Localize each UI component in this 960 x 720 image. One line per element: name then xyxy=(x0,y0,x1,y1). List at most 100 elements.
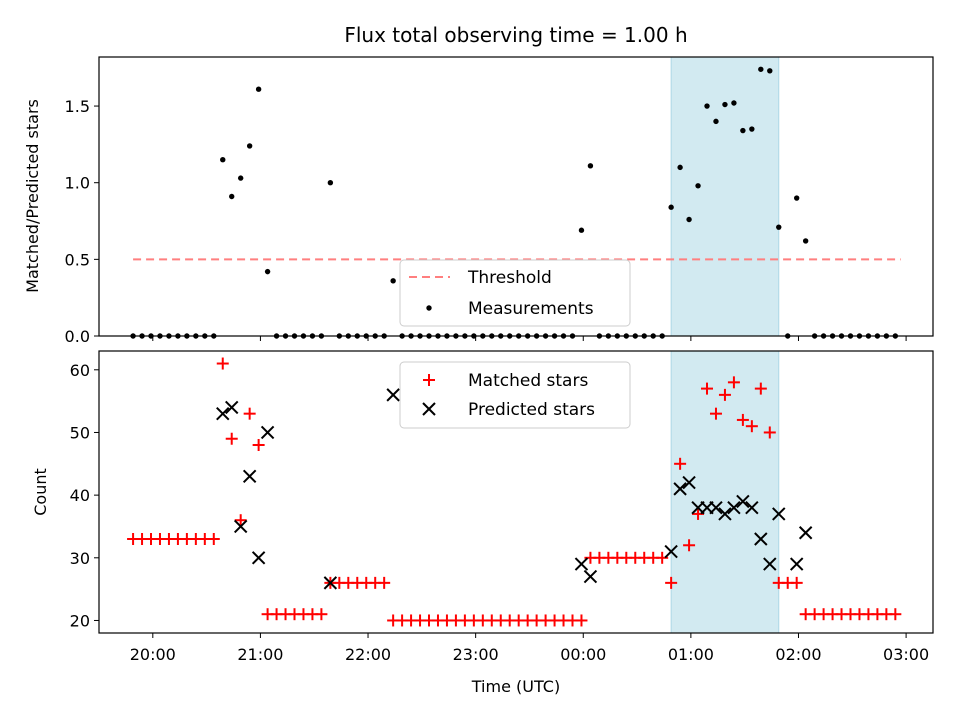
measurement-point xyxy=(749,126,755,132)
measurement-point xyxy=(327,180,334,186)
legend-measurements-swatch xyxy=(426,305,432,311)
top-legend-box xyxy=(399,259,631,327)
top-highlight-span xyxy=(670,56,780,337)
top-y-tick-label: 0.5 xyxy=(65,250,90,269)
legend-predicted-swatch xyxy=(422,402,436,416)
predicted-star-point xyxy=(233,519,248,534)
matched-star-point xyxy=(665,576,678,589)
x-tick-label: 02:00 xyxy=(775,645,821,664)
bottom-y-tick-label: 30 xyxy=(70,549,90,568)
matched-star-point xyxy=(763,426,776,439)
matched-star-point xyxy=(216,357,229,370)
matched-star-point xyxy=(736,413,749,426)
matched-star-point xyxy=(718,388,731,401)
top-y-axis-label: Matched/Predicted stars xyxy=(23,99,42,293)
legend-measurements-label: Measurements xyxy=(468,299,594,319)
predicted-star-point xyxy=(745,500,759,515)
predicted-star-point xyxy=(216,406,230,421)
bottom-y-tick-label: 20 xyxy=(70,611,90,630)
top-y-tick-label: 0.0 xyxy=(65,327,90,346)
matched-star-point xyxy=(234,514,247,527)
measurement-point xyxy=(767,68,773,74)
top-legend: Threshold Measurements xyxy=(399,259,631,327)
measurement-point xyxy=(695,183,701,189)
x-tick-label: 22:00 xyxy=(345,645,391,664)
bottom-y-axis-label: Count xyxy=(31,468,50,516)
predicted-star-point xyxy=(225,400,239,415)
legend-threshold-label: Threshold xyxy=(467,268,552,288)
chart-title: Flux total observing time = 1.00 h xyxy=(344,23,687,47)
measurement-point xyxy=(578,227,585,233)
predicted-star-point xyxy=(664,544,678,559)
measurement-point xyxy=(220,157,226,163)
predicted-star-point xyxy=(718,507,732,521)
matched-star-point xyxy=(674,457,687,470)
measurement-point xyxy=(255,86,262,92)
predicted-star-point xyxy=(251,551,266,565)
predicted-star-point xyxy=(754,532,768,546)
bottom-legend-box xyxy=(399,361,631,429)
measurement-point xyxy=(802,238,809,244)
predicted-star-point xyxy=(727,500,741,515)
x-tick-label: 21:00 xyxy=(237,645,283,664)
bottom-y-tick-label: 60 xyxy=(70,361,90,380)
predicted-star-point xyxy=(386,388,400,402)
x-tick-label: 00:00 xyxy=(560,645,606,664)
predicted-star-point xyxy=(798,526,813,540)
legend-predicted-label: Predicted stars xyxy=(468,400,595,420)
matched-star-point xyxy=(701,382,714,395)
predicted-star-point xyxy=(682,475,696,490)
measurement-point xyxy=(237,175,244,181)
predicted-star-point xyxy=(242,469,257,484)
predicted-star-point xyxy=(673,482,687,496)
legend-matched-swatch xyxy=(423,374,435,386)
measurement-point xyxy=(686,216,692,223)
bottom-legend: Matched stars Predicted stars xyxy=(399,361,631,429)
bottom-y-tick-label: 40 xyxy=(70,486,90,505)
measurement-point xyxy=(731,100,737,106)
measurement-point xyxy=(793,195,800,201)
bottom-panel: 20 30 40 50 60 20:00 21:00 22:00 23:00 00:00 01:0… xyxy=(31,350,934,696)
predicted-star-point xyxy=(323,576,338,590)
top-y-tick-label: 1.5 xyxy=(65,97,90,116)
matched-star-point xyxy=(727,376,740,389)
matched-star-point xyxy=(709,407,722,420)
matched-star-point xyxy=(754,382,767,395)
measurement-point xyxy=(668,204,674,210)
measurement-point xyxy=(390,278,396,284)
top-plot-frame xyxy=(98,56,934,337)
bottom-plot-frame xyxy=(98,350,934,634)
predicted-star-point xyxy=(709,500,723,515)
matched-star-point xyxy=(790,576,803,589)
matched-star-point xyxy=(575,614,588,627)
matched-star-point xyxy=(225,432,238,445)
measurement-point xyxy=(229,193,235,200)
matched-star-point xyxy=(378,576,391,589)
matched-star-point xyxy=(315,608,328,621)
predicted-star-point xyxy=(763,557,777,571)
predicted-star-point xyxy=(772,507,786,521)
measurement-point xyxy=(713,118,719,125)
top-panel: 0.0 0.5 1.0 1.5 Matched/Predicted stars Thr… xyxy=(23,56,934,346)
legend-matched-label: Matched stars xyxy=(468,371,588,391)
matched-star-point xyxy=(252,439,265,451)
matched-star-point xyxy=(243,407,256,420)
predicted-star-point xyxy=(574,557,589,571)
bottom-y-tick-label: 50 xyxy=(70,423,90,442)
x-tick-label: 23:00 xyxy=(453,645,499,664)
x-tick-label: 03:00 xyxy=(883,645,929,664)
measurement-point xyxy=(722,101,728,108)
measurement-point xyxy=(264,268,271,275)
predicted-star-point xyxy=(789,557,804,571)
top-y-tick-label: 1.0 xyxy=(65,174,90,193)
matched-star-point xyxy=(683,539,696,552)
measurement-point xyxy=(246,143,253,149)
measurement-point xyxy=(740,127,746,134)
measurement-point xyxy=(677,164,683,171)
matched-star-point xyxy=(889,608,902,621)
measurement-point xyxy=(587,163,594,169)
matched-star-point xyxy=(207,533,220,545)
x-tick-label: 20:00 xyxy=(130,645,176,664)
x-tick-label: 01:00 xyxy=(668,645,714,664)
